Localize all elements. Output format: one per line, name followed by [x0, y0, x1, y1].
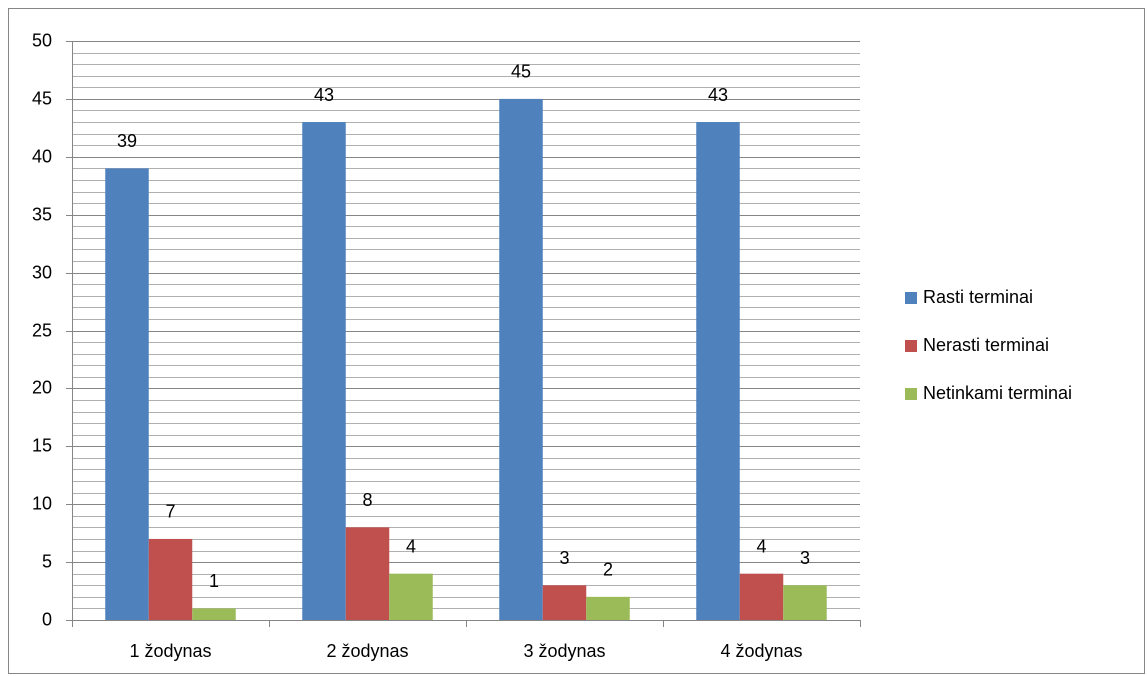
x-tick-label: 4 žodynas [720, 641, 802, 661]
data-label: 45 [511, 62, 531, 82]
data-label: 2 [603, 560, 613, 580]
x-tick-label: 2 žodynas [326, 641, 408, 661]
data-label: 4 [406, 536, 416, 556]
bar [783, 585, 827, 620]
legend-label: Nerasti terminai [923, 335, 1049, 355]
bar [345, 527, 390, 620]
y-tick-label: 30 [32, 262, 52, 282]
x-tick-label: 1 žodynas [129, 641, 211, 661]
x-tick-label: 3 žodynas [523, 641, 605, 661]
y-tick-label: 5 [42, 551, 52, 571]
y-tick-label: 0 [42, 609, 52, 629]
bar [739, 573, 784, 620]
bar [586, 596, 630, 620]
legend-swatch [905, 388, 917, 400]
data-label: 43 [708, 85, 728, 105]
data-label: 7 [165, 502, 175, 522]
legend-label: Rasti terminai [923, 287, 1033, 307]
bar [302, 122, 346, 620]
data-label: 3 [559, 548, 569, 568]
legend-swatch [905, 340, 917, 352]
bar [148, 538, 193, 620]
data-label: 4 [756, 536, 766, 556]
y-tick-label: 45 [32, 88, 52, 108]
data-label: 3 [800, 548, 810, 568]
bar [105, 168, 149, 620]
data-label: 39 [117, 131, 137, 151]
bar [192, 608, 236, 620]
data-label: 8 [362, 490, 372, 510]
data-label: 1 [209, 571, 219, 591]
y-tick-label: 50 [32, 30, 52, 50]
legend-label: Netinkami terminai [923, 383, 1072, 403]
y-tick-label: 35 [32, 204, 52, 224]
legend-swatch [905, 292, 917, 304]
bar [389, 573, 433, 620]
bar [542, 585, 587, 620]
y-tick-label: 40 [32, 146, 52, 166]
y-tick-label: 15 [32, 435, 52, 455]
y-tick-label: 10 [32, 493, 52, 513]
data-label: 43 [314, 85, 334, 105]
y-tick-label: 25 [32, 320, 52, 340]
bar [696, 122, 740, 620]
bar [499, 98, 543, 620]
y-tick-label: 20 [32, 377, 52, 397]
